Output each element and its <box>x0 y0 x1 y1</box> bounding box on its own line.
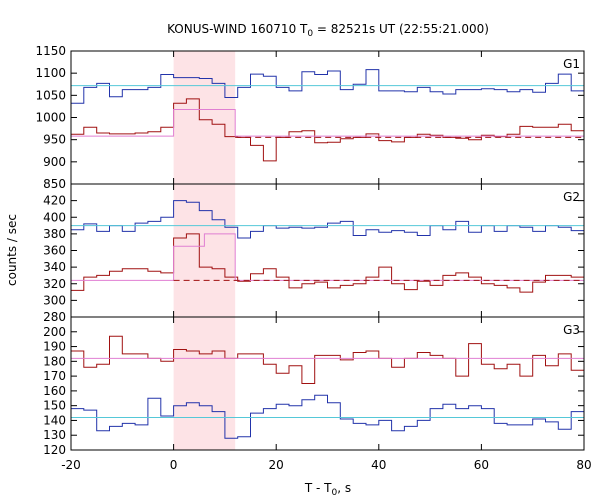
y-tick-label: 380 <box>43 227 66 241</box>
y-tick-label: 360 <box>43 244 66 258</box>
x-tick-label: -20 <box>61 458 81 472</box>
panel-label: G1 <box>563 57 580 71</box>
chart-title-prefix: KONUS-WIND 160710 T <box>167 22 308 36</box>
panel-g1-series-3 <box>71 109 584 137</box>
x-tick-label: 40 <box>371 458 386 472</box>
plot-area: 850 900 950 1000 1050 1100 1150 G1 280 300 320 340 3… <box>35 44 591 472</box>
y-tick-label: 200 <box>43 325 66 339</box>
panel-g3-series-2 <box>71 335 584 384</box>
y-tick-label: 340 <box>43 260 66 274</box>
highlight-interval-band <box>173 51 236 450</box>
chart-title-subscript: 0 <box>307 29 313 39</box>
panel-g1: 850 900 950 1000 1050 1100 1150 G1 <box>35 44 585 191</box>
chart-title: KONUS-WIND 160710 T0 = 82521s UT (22:55:… <box>167 22 489 39</box>
y-tick-label: 170 <box>43 369 66 383</box>
y-tick-label: 950 <box>43 133 66 147</box>
panel-series-group <box>71 335 584 439</box>
y-tick-label: 1100 <box>35 66 66 80</box>
x-axis-label: T - T0, s <box>304 481 351 498</box>
panel-series-group <box>71 200 584 293</box>
y-tick-label: 1050 <box>35 88 66 102</box>
x-axis-label-subscript: 0 <box>332 488 338 498</box>
x-tick-label: 80 <box>576 458 591 472</box>
y-tick-label: 160 <box>43 384 66 398</box>
chart-title-suffix: = 82521s UT (22:55:21.000) <box>313 22 489 36</box>
panel-g2-series-3 <box>71 233 584 281</box>
y-tick-label: 420 <box>43 194 66 208</box>
panel-g2-series-0 <box>71 200 584 239</box>
y-tick-label: 140 <box>43 413 66 427</box>
y-tick-label: 180 <box>43 354 66 368</box>
y-tick-label: 1000 <box>35 111 66 125</box>
panel-g2-series-2 <box>71 233 584 293</box>
y-tick-label: 850 <box>43 177 66 191</box>
panel-frame <box>70 183 585 318</box>
y-tick-label: 120 <box>43 443 66 457</box>
y-tick-label: 400 <box>43 210 66 224</box>
y-tick-label: 280 <box>43 310 66 324</box>
x-axis-label-prefix: T - T <box>304 481 332 495</box>
x-axis-label-suffix: , s <box>337 481 351 495</box>
x-tick-label: 20 <box>269 458 284 472</box>
panel-g1-series-2 <box>71 98 584 162</box>
panel-g2: 280 300 320 340 360 380 400 420 G2 <box>43 183 585 324</box>
x-tick-label: 0 <box>170 458 178 472</box>
x-tick-label: 60 <box>474 458 489 472</box>
panel-label: G3 <box>563 323 580 337</box>
panel-frame <box>70 316 585 451</box>
y-axis-label: counts / sec <box>5 214 19 286</box>
panel-series-group <box>71 69 584 162</box>
y-tick-label: 1150 <box>35 44 66 58</box>
y-tick-label: 900 <box>43 155 66 169</box>
y-tick-label: 190 <box>43 340 66 354</box>
panel-g3-series-0 <box>71 394 584 439</box>
y-tick-label: 150 <box>43 399 66 413</box>
panel-g1-series-0 <box>71 69 584 104</box>
y-tick-label: 300 <box>43 293 66 307</box>
panel-label: G2 <box>563 190 580 204</box>
y-tick-label: 130 <box>43 428 66 442</box>
y-tick-label: 320 <box>43 277 66 291</box>
